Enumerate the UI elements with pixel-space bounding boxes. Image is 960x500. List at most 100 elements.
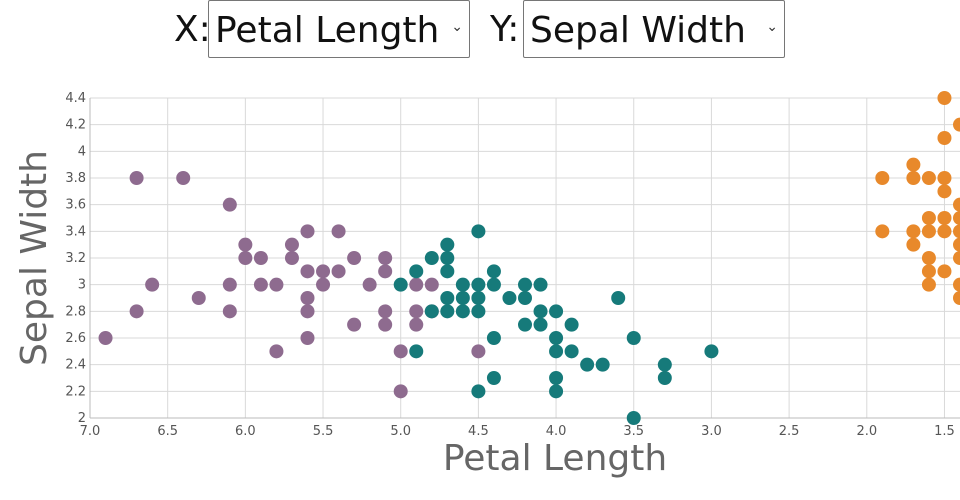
scatter-point [549,384,564,399]
scatter-point [316,264,331,279]
scatter-point [471,304,486,319]
scatter-point [486,371,501,385]
scatter-point [471,344,486,359]
scatter-point [378,251,393,265]
scatter-point [533,317,548,332]
x-axis-selector-label: X: [174,9,211,50]
scatter-point [300,224,315,239]
chevron-down-icon: ⌄ [766,19,778,35]
scatter-point [393,277,408,292]
scatter-point [937,131,952,145]
scatter-point [471,277,486,292]
x-tick-label: 6.0 [235,424,256,439]
axis-controls: X: Petal Length ⌄ Y: Sepal Width ⌄ [0,0,960,62]
y-tick-label: 2.6 [65,331,86,346]
scatter-point [409,264,424,279]
x-tick-label: 6.5 [157,424,178,439]
scatter-point [518,317,532,332]
y-axis-selector-label: Y: [490,9,520,50]
x-axis-title: Petal Length [443,438,667,479]
x-tick-label: 5.0 [390,424,411,439]
x-tick-label: 7.0 [80,424,101,439]
scatter-point [486,331,501,345]
scatter-point [953,277,960,292]
scatter-point [440,291,455,305]
scatter-point [657,357,672,372]
scatter-point [424,251,439,265]
scatter-point [906,224,921,239]
y-tick-label: 3.6 [65,198,86,213]
x-tick-label: 5.5 [313,424,334,439]
scatter-point [362,277,377,292]
scatter-point [284,251,299,265]
scatter-point [98,331,113,345]
scatter-point [300,291,315,305]
scatter-point [906,171,921,185]
scatter-point [269,277,284,292]
y-axis-select[interactable]: Sepal Width ⌄ [523,0,785,58]
y-axis-title: Sepal Width [14,150,55,366]
y-tick-label: 3.2 [65,251,86,266]
scatter-point [953,211,960,225]
scatter-point [486,277,501,292]
x-axis-select-value: Petal Length [215,10,440,51]
scatter-point [549,344,564,359]
scatter-point [953,224,960,239]
scatter-point [564,344,579,359]
scatter-point [549,371,564,385]
y-tick-label: 4.2 [65,118,86,133]
y-tick-label: 3 [78,278,86,293]
scatter-point [331,264,346,279]
chevron-down-icon: ⌄ [451,19,463,35]
scatter-point [626,331,641,345]
scatter-point [533,304,548,319]
grid-lines [89,97,960,419]
scatter-point [875,171,890,185]
x-axis-ticks: 7.0 6.5 6.0 5.5 5.0 4.5 4.0 3.5 3.0 2.5 2.0 1.5 [80,424,955,439]
scatter-point [424,304,439,319]
y-tick-label: 2.2 [65,384,86,399]
scatter-point [518,277,532,292]
scatter-point [129,171,144,185]
scatter-point [440,251,455,265]
scatter-point [953,197,960,212]
scatter-point [906,237,921,252]
scatter-point [549,331,564,345]
x-axis-select[interactable]: Petal Length ⌄ [208,0,470,58]
scatter-point [657,371,672,385]
x-tick-label: 4.5 [468,424,489,439]
scatter-point [378,317,393,332]
x-tick-label: 1.5 [934,424,955,439]
x-tick-label: 2.0 [856,424,877,439]
y-tick-label: 2 [78,411,86,426]
scatter-point [937,211,952,225]
scatter-point [611,291,626,305]
scatter-point [393,384,408,399]
y-axis-ticks: 2 2.2 2.4 2.6 2.8 3 3.2 3.4 3.6 3.8 4 4.2 4.4 [65,91,86,426]
scatter-point [471,384,486,399]
y-tick-label: 2.4 [65,358,86,373]
scatter-point [378,304,393,319]
scatter-point [937,184,952,199]
scatter-point [875,224,890,239]
scatter-point [440,264,455,279]
scatter-point [580,357,595,372]
scatter-point [378,264,393,279]
scatter-point [253,251,268,265]
x-tick-label: 2.5 [779,424,800,439]
scatter-point [486,264,501,279]
scatter-point [953,117,960,132]
y-tick-label: 2.8 [65,304,86,319]
scatter-point [300,304,315,319]
scatter-point [518,291,532,305]
scatter-point [440,304,455,319]
scatter-point [409,317,424,332]
x-tick-label: 3.0 [701,424,722,439]
scatter-point [409,304,424,319]
scatter-point [455,277,470,292]
scatter-point [704,344,719,359]
scatter-point [424,277,439,292]
scatter-point [533,277,548,292]
scatter-point [937,264,952,279]
